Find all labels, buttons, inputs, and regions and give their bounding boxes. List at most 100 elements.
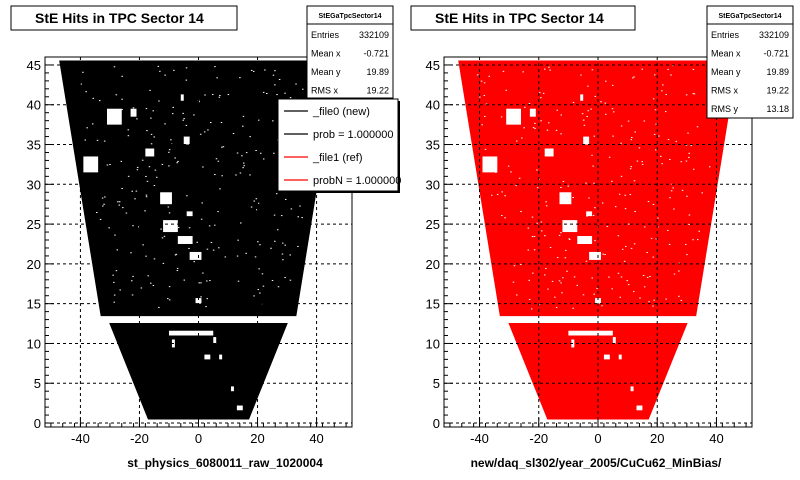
hit-gap <box>528 103 531 105</box>
hit-gap <box>96 139 99 141</box>
hit-gap <box>668 243 671 245</box>
hit-gap <box>289 97 292 99</box>
hit-gap <box>678 270 680 272</box>
hit-gap <box>147 275 150 277</box>
hit-gap <box>546 129 549 131</box>
hit-gap <box>631 77 634 79</box>
dead-pad-hole <box>559 192 572 205</box>
hit-gap <box>274 84 276 86</box>
hit-gap <box>136 166 139 168</box>
x-tick-label: 40 <box>309 431 323 446</box>
stats-label: Entries <box>311 30 340 40</box>
hit-gap <box>566 270 568 272</box>
hit-gap <box>627 120 630 122</box>
hit-gap <box>101 197 104 199</box>
hit-gap <box>132 225 134 227</box>
dead-pad-hole <box>160 192 172 205</box>
hit-gap <box>672 65 674 67</box>
hit-gap <box>690 145 693 147</box>
stats-box-frame <box>306 5 394 99</box>
y-tick-label: 0 <box>34 416 41 431</box>
hit-gap <box>186 195 188 197</box>
hit-gap <box>628 223 630 225</box>
hit-gap <box>708 166 711 168</box>
hit-gap <box>664 111 667 113</box>
hit-gap <box>527 249 530 251</box>
hit-gap <box>276 94 278 96</box>
hit-gap <box>274 240 276 242</box>
hit-gap <box>692 93 695 95</box>
stats-value: 19.22 <box>766 86 789 96</box>
hit-gap <box>620 125 623 127</box>
hit-gap <box>92 97 95 99</box>
hit-gap <box>528 298 531 300</box>
hit-gap <box>484 148 487 150</box>
hit-gap <box>252 70 255 72</box>
hit-gap <box>653 133 656 135</box>
dead-pad-hole <box>630 386 634 392</box>
hit-gap <box>118 201 121 203</box>
hit-gap <box>142 244 144 246</box>
dead-pad-hole <box>612 337 616 344</box>
hit-gap <box>222 146 225 148</box>
hit-gap <box>255 198 258 200</box>
hit-gap <box>113 281 115 283</box>
hit-gap <box>594 95 597 97</box>
hit-gap <box>611 180 613 182</box>
hit-gap <box>605 80 607 82</box>
hit-gap <box>696 126 699 128</box>
stats-label: RMS x <box>711 86 739 96</box>
hit-gap <box>185 124 188 126</box>
hit-gap <box>299 205 301 207</box>
hit-gap <box>556 109 559 111</box>
dead-pad-hole <box>562 220 578 233</box>
hit-gap <box>591 69 594 71</box>
hit-gap <box>532 272 534 274</box>
legend-frame <box>277 98 399 192</box>
hit-gap <box>154 169 157 171</box>
hit-gap <box>207 129 209 131</box>
dead-pad-hole <box>145 148 155 157</box>
hit-gap <box>193 261 195 263</box>
hit-gap <box>140 287 143 289</box>
hit-gap <box>652 305 654 307</box>
hit-gap <box>539 92 541 94</box>
hit-gap <box>253 200 255 202</box>
x-axis-label: st_physics_6080011_raw_1020004 <box>127 456 323 470</box>
hit-gap <box>547 288 549 290</box>
hit-gap <box>488 75 490 77</box>
hit-gap <box>176 267 179 269</box>
hit-gap <box>623 260 626 262</box>
hit-gap <box>116 249 119 251</box>
hit-gap <box>202 272 204 274</box>
hit-gap <box>476 74 479 76</box>
hit-gap <box>215 158 218 160</box>
hit-gap <box>646 276 649 278</box>
title-box <box>10 5 238 31</box>
hit-gap <box>156 176 158 178</box>
y-tick-label: 35 <box>426 138 440 153</box>
stats-value: 332109 <box>759 30 789 40</box>
hit-gap <box>210 241 213 243</box>
y-tick-label: 30 <box>426 177 440 192</box>
hit-gap <box>630 247 633 249</box>
hit-gap <box>532 127 535 129</box>
hit-gap <box>218 247 220 249</box>
hit-gap <box>608 156 611 158</box>
hit-gap <box>612 111 615 113</box>
dead-pad-hole <box>580 94 584 101</box>
y-tick-label: 10 <box>27 336 41 351</box>
hit-gap <box>80 83 83 85</box>
hit-gap <box>551 280 554 282</box>
hit-gap <box>620 175 623 177</box>
hit-gap <box>686 195 688 197</box>
hit-gap <box>647 201 650 203</box>
hit-gap <box>209 122 212 124</box>
hit-gap <box>688 156 690 158</box>
hit-gap <box>496 193 499 195</box>
hit-gap <box>630 139 633 141</box>
hit-gap <box>630 166 633 168</box>
hit-gap <box>591 154 593 156</box>
hit-gap <box>620 276 623 278</box>
hit-gap <box>479 96 481 98</box>
